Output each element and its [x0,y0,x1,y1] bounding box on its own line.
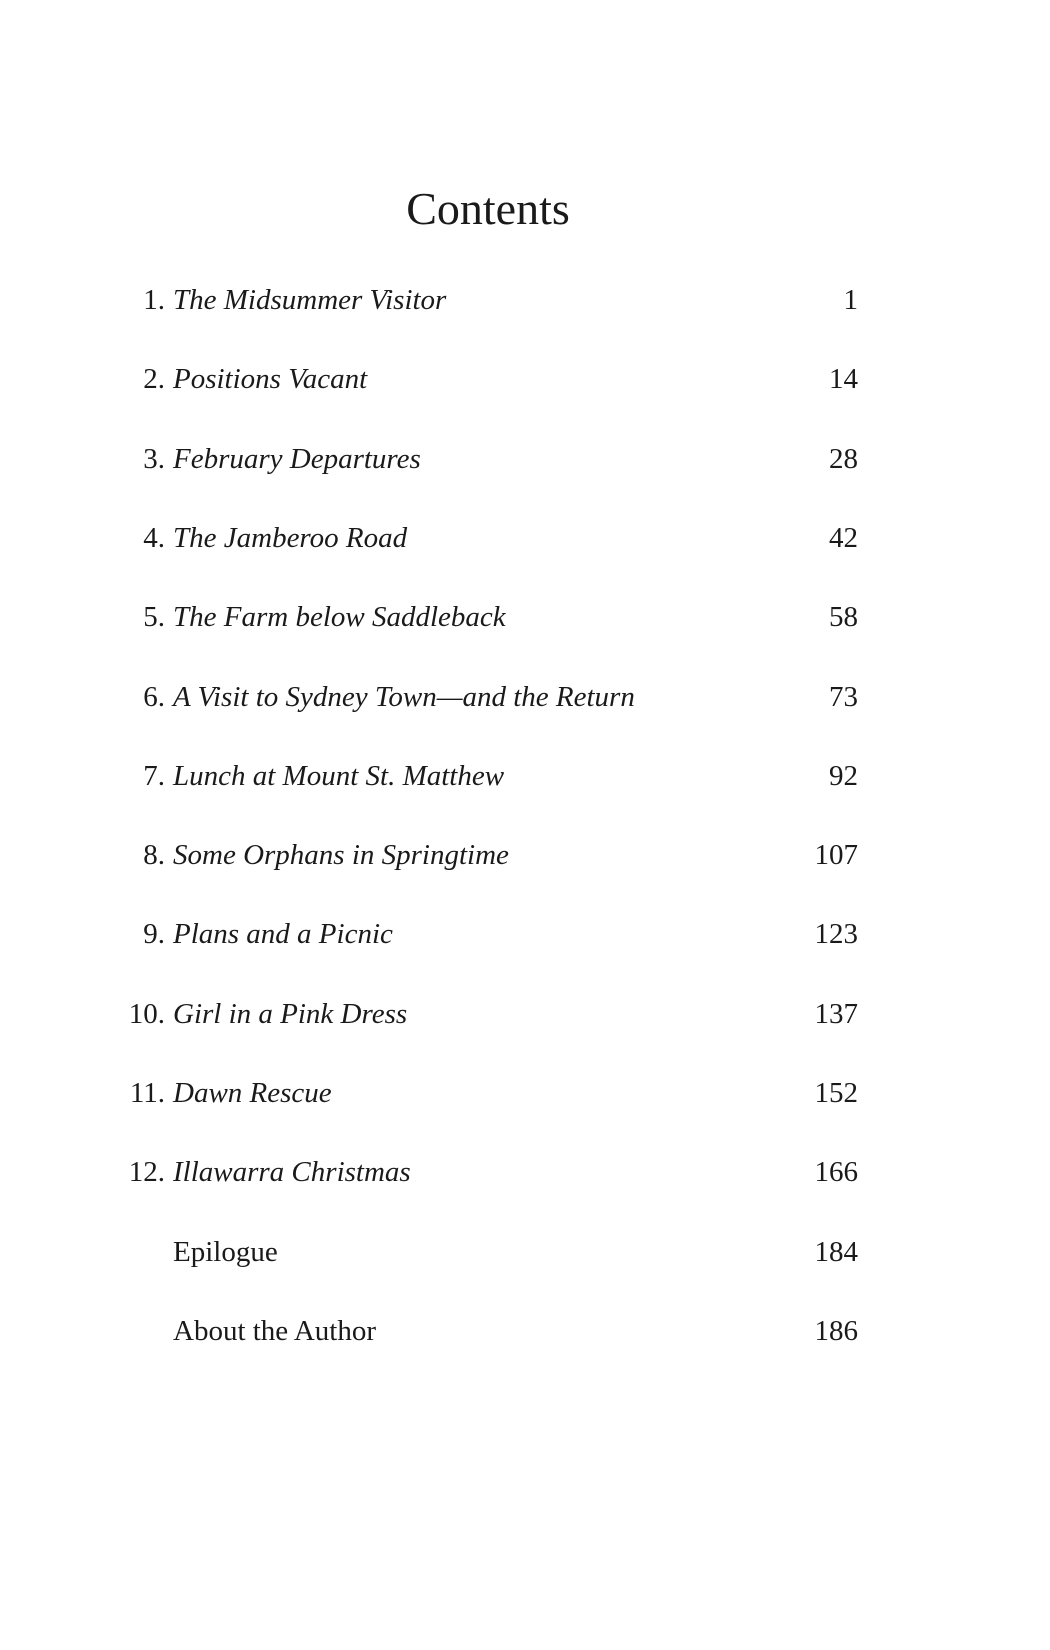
toc-entry[interactable]: 11. Dawn Rescue 152 [0,1077,1050,1117]
chapter-title: Epilogue [173,1235,278,1268]
toc-entry[interactable]: About the Author 186 [0,1315,1050,1355]
chapter-number: 9. [143,918,165,951]
toc-entry[interactable]: 2. Positions Vacant 14 [0,363,1050,403]
chapter-title: A Visit to Sydney Town—and the Return [173,680,635,713]
page-number: 92 [829,759,858,792]
chapter-number: 11. [129,1077,165,1109]
page-number: 58 [829,601,858,634]
chapter-title: Positions Vacant [173,363,368,396]
toc-entry[interactable]: 3. February Departures 28 [0,443,1050,483]
chapter-number: 3. [143,442,165,475]
page-number: 73 [829,680,858,713]
page-number: 152 [814,1077,859,1109]
page-number: 184 [814,1235,859,1268]
chapter-title: Girl in a Pink Dress [173,997,408,1030]
toc-entry[interactable]: 7. Lunch at Mount St. Matthew 92 [0,760,1050,800]
toc-entry[interactable]: 12. Illawarra Christmas 166 [0,1156,1050,1196]
chapter-title: About the Author [173,1314,376,1347]
page-title: Contents [406,183,570,234]
chapter-number: 12. [128,1156,165,1189]
chapter-title: Lunch at Mount St. Matthew [173,759,505,792]
page-number: 123 [814,918,859,951]
page-number: 42 [829,521,858,554]
page-number: 186 [814,1314,859,1347]
chapter-number: 7. [143,759,165,792]
toc-entry[interactable]: 6. A Visit to Sydney Town—and the Return 7… [0,681,1050,721]
chapter-number: 4. [143,521,165,554]
chapter-title: The Jamberoo Road [173,521,408,554]
chapter-title: Illawarra Christmas [173,1156,411,1189]
toc-entry[interactable]: 4. The Jamberoo Road 42 [0,522,1050,562]
toc-entry[interactable]: 1. The Midsummer Visitor 1 [0,284,1050,324]
chapter-number: 2. [143,363,165,396]
page-number: 107 [814,839,859,872]
page-number: 166 [814,1156,859,1189]
toc-entry[interactable]: 9. Plans and a Picnic 123 [0,918,1050,958]
chapter-number: 6. [143,680,165,713]
chapter-title: The Farm below Saddleback [173,601,506,634]
chapter-number: 1. [143,284,165,316]
toc-entry[interactable]: 8. Some Orphans in Springtime 107 [0,839,1050,879]
chapter-title: February Departures [173,442,421,475]
page-number: 14 [829,363,858,396]
page-number: 1 [843,284,859,316]
chapter-title: Dawn Rescue [173,1077,332,1109]
toc-entry[interactable]: 10. Girl in a Pink Dress 137 [0,998,1050,1038]
chapter-title: Plans and a Picnic [173,918,393,951]
chapter-number: 10. [128,997,165,1030]
chapter-number: 5. [143,601,165,634]
page-number: 28 [829,442,858,475]
page-number: 137 [814,997,859,1030]
toc-entry[interactable]: 5. The Farm below Saddleback 58 [0,601,1050,641]
chapter-title: Some Orphans in Springtime [173,839,509,872]
chapter-number: 8. [143,839,165,872]
toc-entry[interactable]: Epilogue 184 [0,1236,1050,1276]
chapter-title: The Midsummer Visitor [173,284,447,316]
